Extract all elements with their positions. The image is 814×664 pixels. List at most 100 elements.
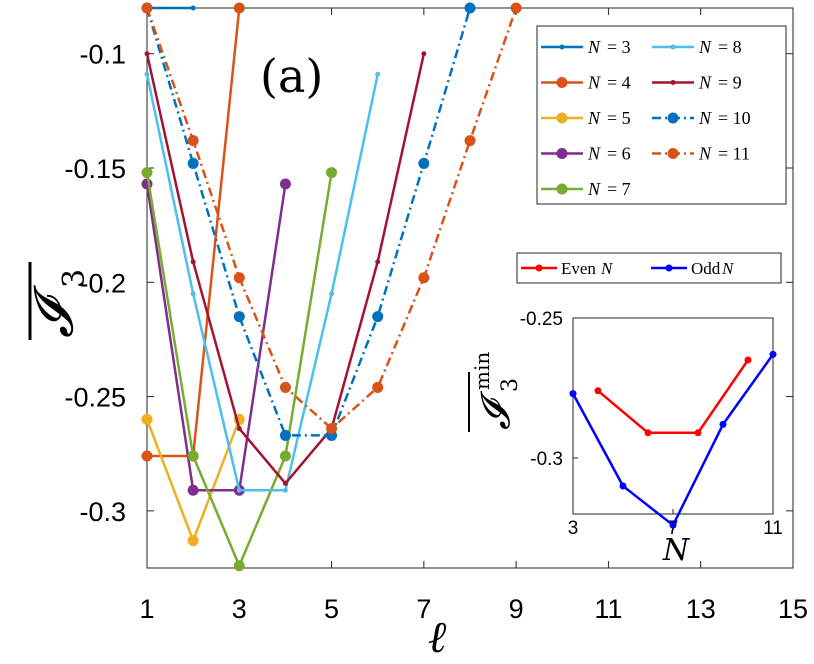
inset-x-tick-label: 3 <box>568 518 579 539</box>
inset-series-line <box>597 359 750 435</box>
x-tick-label: 15 <box>778 594 808 624</box>
y-tick-label: -0.1 <box>79 40 126 70</box>
data-point <box>144 51 150 57</box>
y-tick-label: -0.25 <box>64 383 126 413</box>
inset-y-ticks: -0.25 -0.3 <box>520 309 578 470</box>
inset-data-point <box>669 521 677 529</box>
legend-n-value: = 6 <box>607 144 631 164</box>
legend-entry: N = 7 <box>541 179 631 199</box>
inset-legend-entry: Odd N <box>651 259 735 278</box>
data-point <box>279 381 291 393</box>
legend-n-value: = 9 <box>718 73 742 93</box>
legend-n-symbol: N <box>698 144 712 164</box>
legend-n-value: = 11 <box>718 144 750 164</box>
legend-n-symbol: N <box>698 108 712 128</box>
inset-y-label-superscript: min <box>470 352 494 390</box>
inset-series-odd <box>569 350 777 529</box>
main-x-axis-label: ℓ <box>428 612 447 663</box>
data-point <box>141 2 153 14</box>
series-n-7 <box>141 167 338 572</box>
data-point <box>141 167 153 179</box>
inset-legend-var: N <box>721 259 735 278</box>
data-point <box>418 272 430 284</box>
inset-data-point <box>569 390 577 398</box>
legend-n-symbol: N <box>587 73 601 93</box>
data-point <box>233 311 245 323</box>
legend-n-symbol: N <box>698 73 712 93</box>
inset-y-label-subscript: 3 <box>498 378 523 392</box>
y-label-subscript: 3 <box>57 269 92 288</box>
legend-swatch-marker <box>667 112 679 124</box>
data-point <box>326 423 338 435</box>
legend-swatch-marker <box>556 77 568 88</box>
x-tick-label: 1 <box>139 594 154 624</box>
main-y-ticks: -0.1 -0.15 -0.2 -0.25 -0.3 <box>64 40 793 527</box>
data-point <box>233 560 245 572</box>
inset-legend-box <box>516 252 782 284</box>
inset-series-even <box>594 356 752 437</box>
data-point <box>187 484 199 496</box>
legend-n-value: = 10 <box>718 108 751 128</box>
data-point <box>187 535 199 547</box>
legend-n-symbol: N <box>698 37 712 57</box>
data-point <box>141 413 153 425</box>
x-tick-label: 9 <box>509 594 524 624</box>
data-point <box>326 167 338 179</box>
legend-swatch-marker <box>556 148 568 159</box>
data-point <box>144 71 150 77</box>
inset-y-tick-label: -0.25 <box>520 309 563 330</box>
legend-n-value: = 4 <box>607 73 631 93</box>
inset-legend-swatch-marker <box>665 264 673 272</box>
x-tick-label: 7 <box>416 594 431 624</box>
y-tick-label: -0.3 <box>79 497 126 527</box>
inset-x-tick-label: 11 <box>763 518 783 539</box>
legend-entry: N = 3 <box>541 37 631 57</box>
legend-n-symbol: N <box>587 37 601 57</box>
legend-swatch-marker <box>559 44 565 50</box>
inset-legend-word: Odd <box>691 259 721 278</box>
legend-swatch-marker <box>670 44 676 50</box>
data-point <box>233 272 245 284</box>
data-point <box>190 5 196 11</box>
legend-swatch-marker <box>667 148 679 159</box>
data-point <box>372 381 384 393</box>
main-legend: N = 3 N = 4 N = 5 N = 6 N = 7 N = 8 N = 9 N = 10 N = 11 <box>536 25 787 205</box>
inset-data-point <box>619 482 627 490</box>
legend-swatch-marker <box>670 80 676 85</box>
inset-legend-word: Even <box>561 259 596 278</box>
panel-label: (a) <box>260 49 323 103</box>
data-point <box>464 2 476 14</box>
data-point <box>464 135 476 147</box>
legend-n-value: = 5 <box>607 108 631 128</box>
inset-data-point <box>644 429 652 437</box>
legend-entry: N = 8 <box>652 37 742 57</box>
data-point <box>187 450 199 462</box>
inset-plot-area <box>572 317 774 515</box>
main-chart: 1 3 5 7 9 11 13 15 -0.1-0.15-0.2-0.25-0.3 (a) 𝓘… <box>22 2 808 663</box>
legend-n-symbol: N <box>587 144 601 164</box>
data-point <box>141 450 153 462</box>
inset-data-point <box>744 356 752 364</box>
inset-data-point <box>769 350 777 358</box>
series-n-11 <box>141 2 522 435</box>
inset-data-point <box>594 387 602 395</box>
data-point <box>190 259 196 265</box>
data-point <box>375 71 381 77</box>
legend-entry: N = 4 <box>541 73 631 93</box>
series-line <box>145 183 287 492</box>
inset-data-point <box>694 429 702 437</box>
inset-y-tick-label: -0.3 <box>530 449 563 470</box>
series-line <box>145 7 518 430</box>
legend-entry: N = 11 <box>652 144 750 164</box>
main-x-ticks: 1 3 5 7 9 11 13 15 <box>139 8 808 624</box>
series-line <box>145 74 379 492</box>
legend-n-symbol: N <box>587 108 601 128</box>
legend-entry: N = 9 <box>652 73 742 93</box>
legend-entry: N = 6 <box>541 144 631 164</box>
legend-n-value: = 3 <box>607 37 631 57</box>
y-tick-label: -0.15 <box>64 154 126 184</box>
data-point <box>329 291 335 297</box>
data-point <box>236 487 242 493</box>
x-tick-label: 5 <box>324 594 339 624</box>
